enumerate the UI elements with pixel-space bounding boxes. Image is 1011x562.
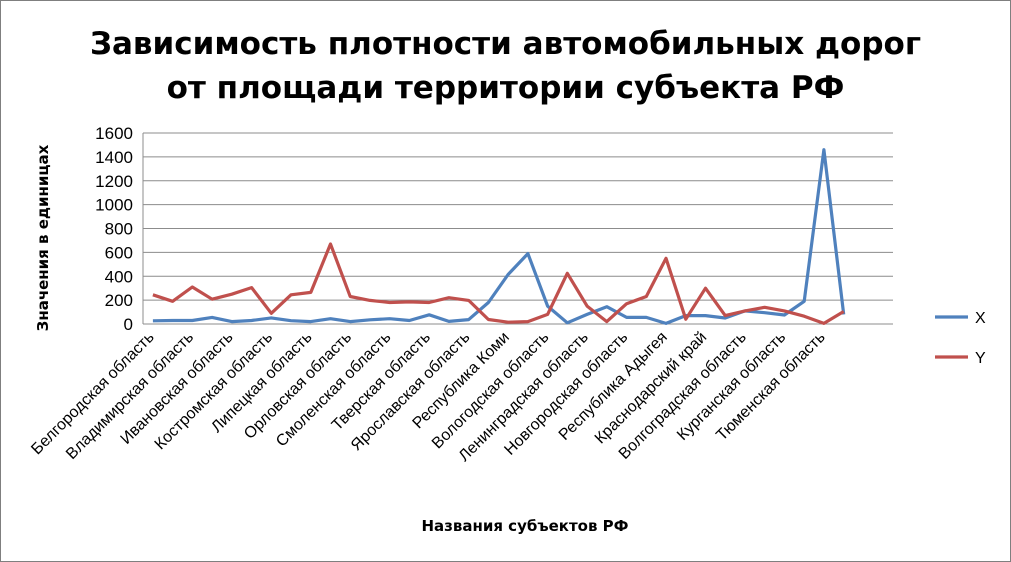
y-axis-ticks: 0 200 400 600 800 1000 1200 1400 1600 [95,124,133,334]
y-axis-label: Значения в единицах [34,144,52,331]
y-tick-label: 1200 [95,172,133,191]
axes [142,133,893,325]
series-lines [152,148,846,325]
gridlines [143,132,893,301]
y-tick-label: 800 [105,220,133,239]
chart-title-line-1: Зависимость плотности автомобильных доро… [89,26,922,62]
y-tick-label: 400 [105,267,133,286]
x-axis-label: Названия субъектов РФ [421,517,628,535]
y-tick-label: 0 [124,315,133,334]
series-line-y [152,242,845,325]
series-line-x [152,148,846,325]
y-tick-label: 1600 [95,124,133,143]
legend: XY [935,310,986,367]
y-tick-label: 1400 [95,148,133,167]
y-tick-label: 600 [105,243,133,262]
legend-label-y: Y [975,350,986,367]
legend-label-x: X [975,310,986,327]
chart-title-line-2: от площади территории субъекта РФ [166,70,845,106]
y-tick-label: 200 [105,291,133,310]
y-tick-label: 1000 [95,196,133,215]
chart-title: Зависимость плотности автомобильных доро… [0,22,1011,110]
